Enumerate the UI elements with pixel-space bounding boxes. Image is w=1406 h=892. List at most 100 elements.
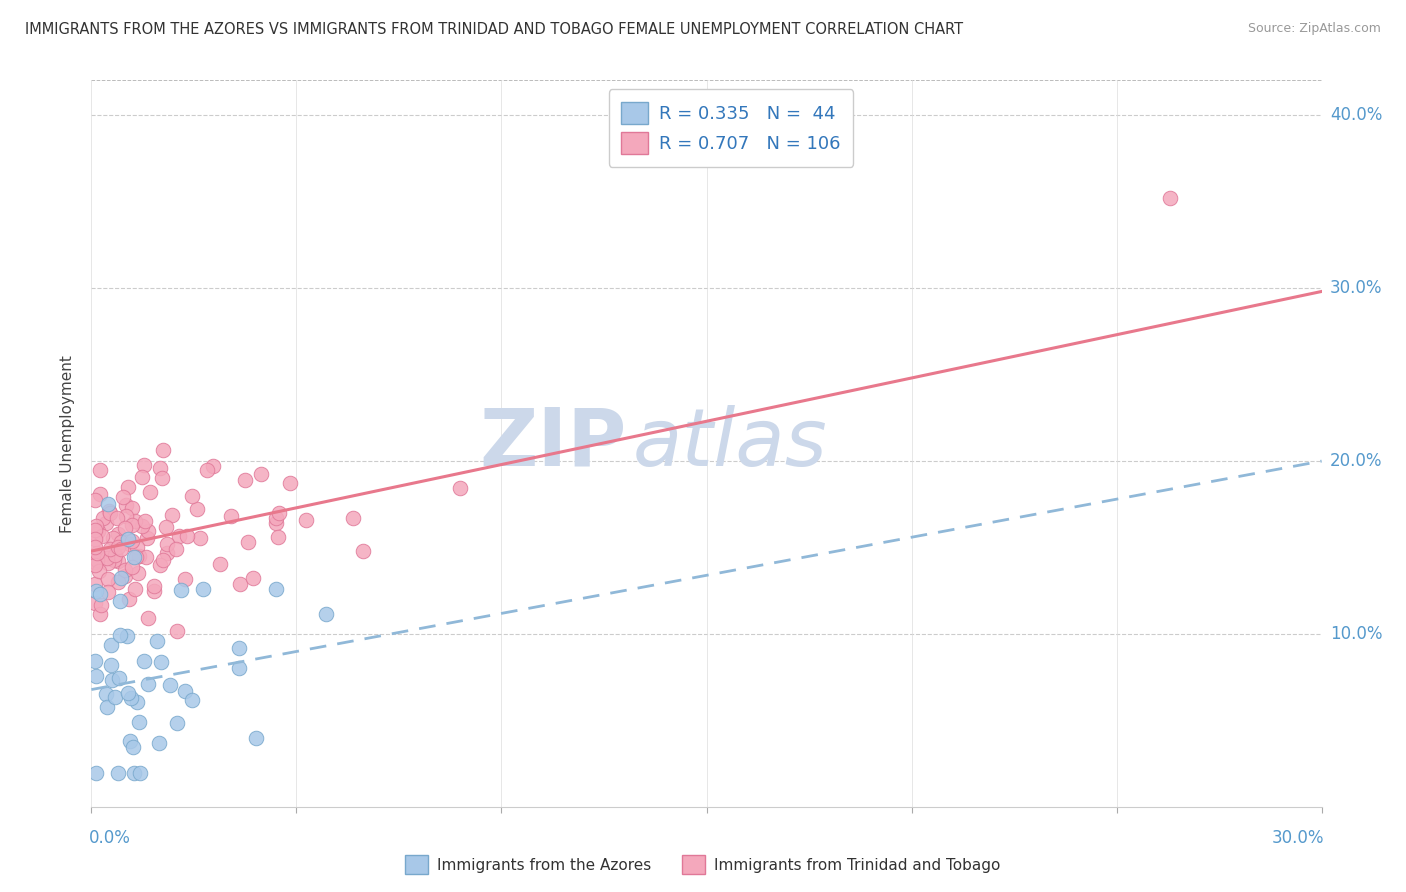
Point — [125, 695, 148, 709]
Point — [138, 611, 160, 625]
Point — [114, 508, 136, 523]
Legend: R = 0.335   N =  44, R = 0.707   N = 106: R = 0.335 N = 44, R = 0.707 N = 106 — [609, 89, 853, 167]
Point — [195, 462, 218, 476]
Point — [236, 534, 259, 549]
Point — [91, 511, 114, 525]
Point — [96, 550, 118, 565]
Point — [1159, 191, 1181, 205]
Point — [267, 506, 290, 520]
Point — [136, 532, 159, 546]
Point — [84, 532, 107, 546]
Point — [84, 527, 107, 541]
Point — [115, 629, 138, 643]
Point — [129, 765, 152, 780]
Point — [103, 548, 125, 562]
Point — [108, 594, 131, 608]
Point — [156, 537, 179, 551]
Point — [150, 655, 173, 669]
Point — [152, 553, 174, 567]
Point — [101, 673, 124, 687]
Point — [188, 531, 211, 545]
Point — [90, 529, 112, 543]
Point — [138, 524, 160, 538]
Point — [121, 534, 143, 549]
Point — [118, 592, 141, 607]
Point — [84, 540, 107, 554]
Point — [165, 541, 187, 556]
Point — [278, 476, 301, 491]
Text: ZIP: ZIP — [479, 405, 627, 483]
Point — [193, 582, 215, 596]
Point — [108, 671, 131, 685]
Point — [121, 560, 143, 574]
Text: 0.0%: 0.0% — [89, 829, 131, 847]
Point — [117, 532, 139, 546]
Point — [245, 731, 267, 746]
Point — [264, 511, 287, 525]
Point — [84, 558, 107, 572]
Point — [107, 554, 129, 568]
Point — [342, 510, 364, 524]
Point — [150, 471, 173, 485]
Point — [112, 490, 135, 504]
Point — [120, 733, 142, 747]
Point — [155, 520, 177, 534]
Point — [94, 516, 117, 531]
Point — [97, 572, 120, 586]
Point — [127, 566, 149, 580]
Point — [117, 686, 139, 700]
Text: 30.0%: 30.0% — [1271, 829, 1324, 847]
Point — [142, 584, 165, 599]
Point — [125, 549, 148, 564]
Point — [315, 607, 337, 622]
Point — [89, 607, 111, 622]
Point — [105, 511, 128, 525]
Point — [242, 571, 264, 585]
Point — [139, 484, 162, 499]
Point — [121, 518, 143, 533]
Point — [86, 524, 108, 539]
Point — [100, 657, 122, 672]
Point — [87, 564, 110, 578]
Point — [108, 628, 131, 642]
Point — [180, 490, 202, 504]
Point — [114, 498, 136, 512]
Legend: Immigrants from the Azores, Immigrants from Trinidad and Tobago: Immigrants from the Azores, Immigrants f… — [399, 849, 1007, 880]
Point — [90, 598, 112, 612]
Point — [162, 508, 184, 523]
Point — [84, 524, 107, 538]
Text: atlas: atlas — [633, 405, 828, 483]
Point — [136, 677, 159, 691]
Point — [96, 700, 118, 714]
Point — [143, 579, 166, 593]
Point — [294, 513, 316, 527]
Point — [250, 467, 273, 482]
Point — [84, 555, 107, 569]
Point — [233, 473, 256, 487]
Point — [125, 541, 148, 555]
Y-axis label: Female Unemployment: Female Unemployment — [60, 355, 76, 533]
Point — [122, 765, 145, 780]
Point — [107, 527, 129, 541]
Point — [149, 558, 172, 572]
Point — [89, 587, 111, 601]
Point — [134, 514, 156, 528]
Point — [449, 481, 471, 495]
Point — [352, 544, 374, 558]
Point — [110, 541, 132, 556]
Point — [124, 582, 146, 596]
Point — [110, 535, 132, 549]
Point — [132, 458, 155, 472]
Point — [173, 683, 195, 698]
Point — [131, 469, 153, 483]
Text: 10.0%: 10.0% — [1330, 625, 1382, 643]
Point — [131, 518, 153, 533]
Text: 30.0%: 30.0% — [1330, 279, 1382, 297]
Point — [98, 507, 121, 521]
Point — [264, 516, 287, 530]
Point — [149, 461, 172, 475]
Point — [97, 556, 120, 570]
Point — [101, 531, 124, 545]
Point — [208, 557, 231, 571]
Point — [84, 492, 107, 507]
